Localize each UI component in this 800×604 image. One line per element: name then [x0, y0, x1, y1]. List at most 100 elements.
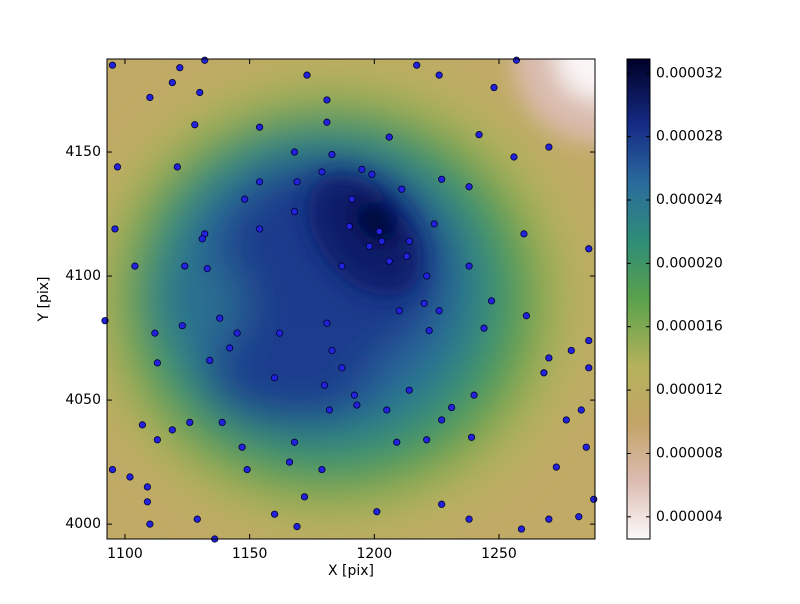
scatter-point	[293, 522, 301, 531]
scatter-point	[435, 307, 443, 315]
scatter-point	[448, 403, 456, 412]
scatter-point	[470, 391, 478, 399]
scatter-point	[290, 438, 299, 446]
y-axis-label: Y [pix]	[36, 277, 52, 323]
scatter-point	[323, 118, 331, 126]
colorbar-tick-label: 0.000032	[656, 65, 723, 81]
scatter-point	[467, 433, 476, 441]
scatter-point	[405, 386, 413, 394]
scatter-point	[241, 195, 249, 203]
x-tick-label: 1250	[481, 546, 517, 562]
scatter-point	[256, 225, 264, 233]
scatter-point	[520, 230, 528, 238]
scatter-point	[131, 262, 139, 270]
colorbar-tick-label: 0.000020	[656, 255, 723, 271]
scatter-point	[373, 508, 381, 516]
scatter-point	[365, 242, 373, 250]
scatter-point	[438, 416, 446, 424]
y-tick-label: 4000	[65, 516, 101, 532]
scatter-point	[146, 520, 154, 528]
scatter-point	[395, 307, 403, 315]
colorbar-tick-label: 0.000024	[656, 192, 723, 208]
density-map	[107, 59, 595, 539]
scatter-point	[226, 344, 234, 352]
scatter-point	[348, 195, 356, 203]
scatter-point	[590, 495, 598, 503]
scatter-point	[198, 235, 206, 243]
scatter-point	[562, 416, 570, 424]
scatter-point	[378, 237, 386, 245]
scatter-point	[168, 426, 176, 434]
scatter-point	[423, 436, 431, 444]
scatter-point	[383, 406, 391, 414]
scatter-point	[545, 354, 553, 362]
colorbar-tick-label: 0.000016	[656, 319, 723, 335]
scatter-point	[113, 163, 122, 171]
scatter-point	[233, 329, 241, 337]
scatter-point	[181, 262, 189, 270]
scatter-point	[143, 483, 151, 491]
scatter-point	[423, 272, 431, 280]
colorbar-tick-label: 0.000012	[656, 382, 723, 398]
scatter-point	[522, 312, 531, 320]
scatter-point	[146, 93, 154, 102]
scatter-point	[238, 443, 246, 451]
scatter-point	[420, 299, 428, 307]
x-tick-label: 1150	[232, 546, 268, 562]
scatter-point	[303, 71, 311, 79]
scatter-point	[575, 513, 583, 521]
scatter-point	[143, 498, 151, 506]
scatter-point	[582, 443, 590, 451]
scatter-point	[465, 515, 473, 523]
y-tick-label: 4100	[65, 268, 101, 284]
scatter-point	[323, 96, 331, 104]
scatter-point	[353, 401, 361, 409]
y-tick-label: 4150	[65, 144, 101, 160]
scatter-point	[191, 121, 199, 129]
scatter-point	[358, 165, 366, 173]
scatter-point	[577, 406, 585, 414]
scatter-point	[368, 170, 376, 178]
scatter-point	[206, 356, 214, 364]
colorbar-tick-label: 0.000008	[656, 445, 723, 461]
scatter-point	[517, 525, 526, 533]
y-tick-label: 4050	[65, 392, 101, 408]
scatter-point	[108, 465, 117, 474]
scatter-point	[375, 227, 383, 236]
scatter-point	[328, 150, 336, 159]
scatter-point	[196, 88, 204, 97]
scatter-point	[438, 175, 446, 183]
scatter-point	[256, 123, 264, 131]
scatter-point	[405, 237, 413, 245]
scatter-point	[403, 252, 411, 260]
scatter-point	[300, 493, 309, 501]
scatter-point	[138, 421, 147, 429]
scatter-point	[345, 222, 353, 231]
scatter-point	[465, 262, 473, 270]
scatter-point	[475, 131, 483, 139]
scatter-point	[270, 374, 279, 382]
scatter-point	[290, 207, 299, 216]
scatter-point	[487, 297, 496, 305]
scatter-point	[168, 78, 176, 87]
scatter-point	[193, 515, 201, 523]
scatter-point	[178, 322, 186, 330]
scatter-point	[153, 436, 161, 444]
scatter-point	[552, 463, 560, 471]
scatter-point	[203, 265, 211, 273]
scatter-point	[270, 510, 279, 518]
plot-frame	[106, 58, 596, 540]
scatter-point	[186, 418, 194, 427]
scatter-point	[323, 319, 331, 327]
scatter-point	[218, 418, 226, 427]
scatter-point	[585, 245, 593, 253]
scatter-point	[490, 83, 498, 92]
scatter-point	[338, 262, 346, 270]
scatter-point	[320, 381, 329, 389]
scatter-point	[176, 64, 184, 72]
scatter-point	[318, 465, 326, 474]
colorbar-tick-label: 0.000028	[656, 129, 723, 145]
scatter-point	[111, 225, 119, 233]
scatter-point	[108, 61, 117, 69]
x-axis-label: X [pix]	[328, 563, 374, 579]
